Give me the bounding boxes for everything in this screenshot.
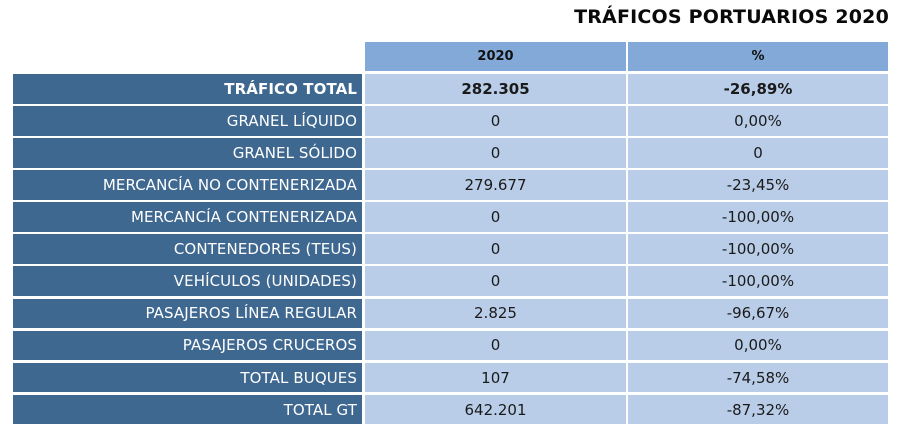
cell-2020: 0 <box>365 234 626 265</box>
table-row-total-buques: TOTAL BUQUES 107 -74,58% <box>13 362 888 393</box>
cell-percent: 0,00% <box>628 106 888 136</box>
table-row-vehiculos: VEHÍCULOS (UNIDADES) 0 -100,00% <box>13 266 888 297</box>
cell-percent: 0 <box>628 138 888 168</box>
row-label: MERCANCÍA CONTENERIZADA <box>13 202 362 232</box>
cell-2020: 107 <box>365 362 626 393</box>
table-row-pasajeros-linea-regular: PASAJEROS LÍNEA REGULAR 2.825 -96,67% <box>13 298 888 329</box>
table-row-pasajeros-cruceros: PASAJEROS CRUCEROS 0 0,00% <box>13 330 888 361</box>
cell-2020: 279.677 <box>365 170 626 200</box>
table-row-trafico-total: TRÁFICO TOTAL 282.305 -26,89% <box>13 74 888 104</box>
row-label: PASAJEROS LÍNEA REGULAR <box>13 298 362 329</box>
column-header-percent: % <box>628 42 888 71</box>
row-label: VEHÍCULOS (UNIDADES) <box>13 266 362 297</box>
cell-percent: -100,00% <box>628 266 888 297</box>
cell-percent: -26,89% <box>628 74 888 104</box>
traffic-table: TRÁFICO TOTAL 282.305 -26,89% GRANEL LÍQ… <box>13 74 888 427</box>
row-label: TRÁFICO TOTAL <box>13 74 362 104</box>
cell-2020: 642.201 <box>365 394 626 425</box>
column-header-2020: 2020 <box>365 42 626 71</box>
table-row-granel-liquido: GRANEL LÍQUIDO 0 0,00% <box>13 106 888 136</box>
cell-percent: -74,58% <box>628 362 888 393</box>
row-label: TOTAL GT <box>13 394 362 425</box>
table-title: TRÁFICOS PORTUARIOS 2020 <box>574 6 889 28</box>
cell-percent: 0,00% <box>628 330 888 361</box>
row-label: PASAJEROS CRUCEROS <box>13 330 362 361</box>
cell-2020: 0 <box>365 106 626 136</box>
cell-2020: 2.825 <box>365 298 626 329</box>
cell-percent: -100,00% <box>628 202 888 232</box>
table-row-mercancia-no-contenerizada: MERCANCÍA NO CONTENERIZADA 279.677 -23,4… <box>13 170 888 200</box>
table-row-contenedores: CONTENEDORES (TEUS) 0 -100,00% <box>13 234 888 265</box>
cell-percent: -87,32% <box>628 394 888 425</box>
row-label: CONTENEDORES (TEUS) <box>13 234 362 265</box>
cell-percent: -23,45% <box>628 170 888 200</box>
cell-2020: 0 <box>365 138 626 168</box>
cell-percent: -96,67% <box>628 298 888 329</box>
cell-2020: 0 <box>365 202 626 232</box>
cell-2020: 282.305 <box>365 74 626 104</box>
row-label: MERCANCÍA NO CONTENERIZADA <box>13 170 362 200</box>
table-row-total-gt: TOTAL GT 642.201 -87,32% <box>13 394 888 425</box>
row-label: GRANEL SÓLIDO <box>13 138 362 168</box>
table-row-granel-solido: GRANEL SÓLIDO 0 0 <box>13 138 888 168</box>
row-label: TOTAL BUQUES <box>13 362 362 393</box>
cell-2020: 0 <box>365 266 626 297</box>
table-row-mercancia-contenerizada: MERCANCÍA CONTENERIZADA 0 -100,00% <box>13 202 888 232</box>
cell-2020: 0 <box>365 330 626 361</box>
cell-percent: -100,00% <box>628 234 888 265</box>
row-label: GRANEL LÍQUIDO <box>13 106 362 136</box>
